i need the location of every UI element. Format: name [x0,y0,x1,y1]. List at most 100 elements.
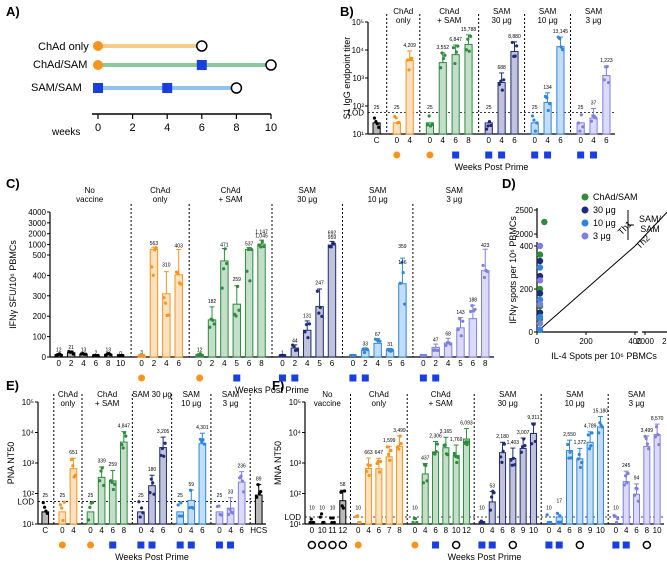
schedule-panel: ChAd only ChAd/SAM SAM/SAM weeks 0 2 4 6 8 10 [31,40,277,138]
value-label: 68 [445,332,451,338]
data-point [245,269,249,273]
value-label: 134 [543,85,552,91]
data-point [597,431,601,435]
x-tick-label: 4 [81,359,86,368]
x-tick-label: 4 [375,359,380,368]
data-point [303,330,307,334]
data-point [88,505,92,509]
data-point [378,339,382,343]
value-label: 15,180 [593,408,609,414]
x-tick-label: 0 [395,136,400,145]
y-axis-label: S1 IgG endpoint titer [342,37,352,120]
data-point [407,68,411,72]
data-point [441,56,446,61]
data-point [73,473,78,477]
panel-label-c: C) [6,176,20,191]
x-tick-label: 4 [305,359,310,368]
x-tick-label: 2000 [636,337,654,346]
group-header: ChAd + SAM [437,7,462,25]
data-point [322,520,326,525]
y-tick-label: 200 [520,285,534,294]
legend-marker-icon [581,232,589,240]
circle-marker-icon [87,541,95,549]
x-tick-label: 0 [547,526,552,535]
square-marker-icon [612,541,620,549]
value-label: 359 [398,244,407,250]
data-point [58,503,62,507]
data-point [455,460,459,465]
bar [543,101,552,135]
data-point [415,520,419,525]
schedule-tick-label: 8 [233,122,239,134]
data-point [223,247,227,251]
x-tick-label: 0 [57,359,62,368]
data-point [255,495,259,499]
data-point [461,319,465,323]
data-point [509,458,513,462]
schedule-tick-label: 4 [164,122,170,134]
data-point [341,506,345,510]
diagonal-line [634,211,667,247]
value-label: 4,209 [403,43,416,49]
x-tick-label: 0 [178,526,183,535]
schedule-row-label: SAM/SAM [31,82,82,94]
data-point [365,469,369,473]
data-point [366,463,370,467]
value-label: 4,301 [196,425,209,431]
data-point [464,440,468,444]
x-tick-label: 0 [60,526,65,535]
value-label: 33 [228,490,234,496]
panel-label-d: D) [502,176,516,191]
bar [174,274,183,358]
bar [220,260,229,358]
data-point [240,479,244,483]
data-point [536,242,544,250]
open-circle-marker-icon [642,540,652,550]
schedule-tick-label: 2 [130,122,136,134]
data-point [497,82,502,87]
panel-label-a: A) [6,4,20,19]
data-point [626,471,630,476]
data-point [162,296,166,300]
data-point [502,442,506,446]
data-point [306,336,310,340]
y-tick-label: 3000 [28,219,46,228]
open-circle-marker-icon [317,540,327,550]
data-point [459,334,463,338]
data-point [453,61,457,66]
value-label: 663 [364,450,373,456]
data-point [654,425,659,429]
data-point [653,435,657,439]
value-label: 3,007 [517,430,530,436]
legend-label: 30 μg [593,205,616,215]
data-point [421,481,426,485]
square-marker-icon [488,541,496,549]
circle-marker-icon [93,41,103,51]
data-point [484,127,489,131]
panel-label-f: F) [272,378,284,393]
bar [198,443,207,525]
value-label: 4,847 [118,423,131,429]
value-label: 17 [556,498,562,504]
x-tick-label: 0 [310,526,315,535]
x-tick-label: 0 [197,359,202,368]
y-tick-label: 0 [529,328,534,337]
value-label: 8,880 [508,34,521,40]
bar [254,494,263,525]
open-circle-marker-icon [338,540,348,550]
x-tick-label: 6 [471,359,476,368]
data-point [549,520,553,525]
x-tick-label: 0 [139,526,144,535]
data-point [434,449,438,454]
y-tick-label: 400 [33,271,47,280]
data-point [522,437,526,441]
y-tick-label: 10³ [22,459,34,468]
data-point [235,284,240,289]
value-label: 3,165 [440,429,453,435]
data-point [536,326,544,334]
data-point [625,481,629,485]
data-point [90,500,95,505]
data-point [339,490,343,494]
